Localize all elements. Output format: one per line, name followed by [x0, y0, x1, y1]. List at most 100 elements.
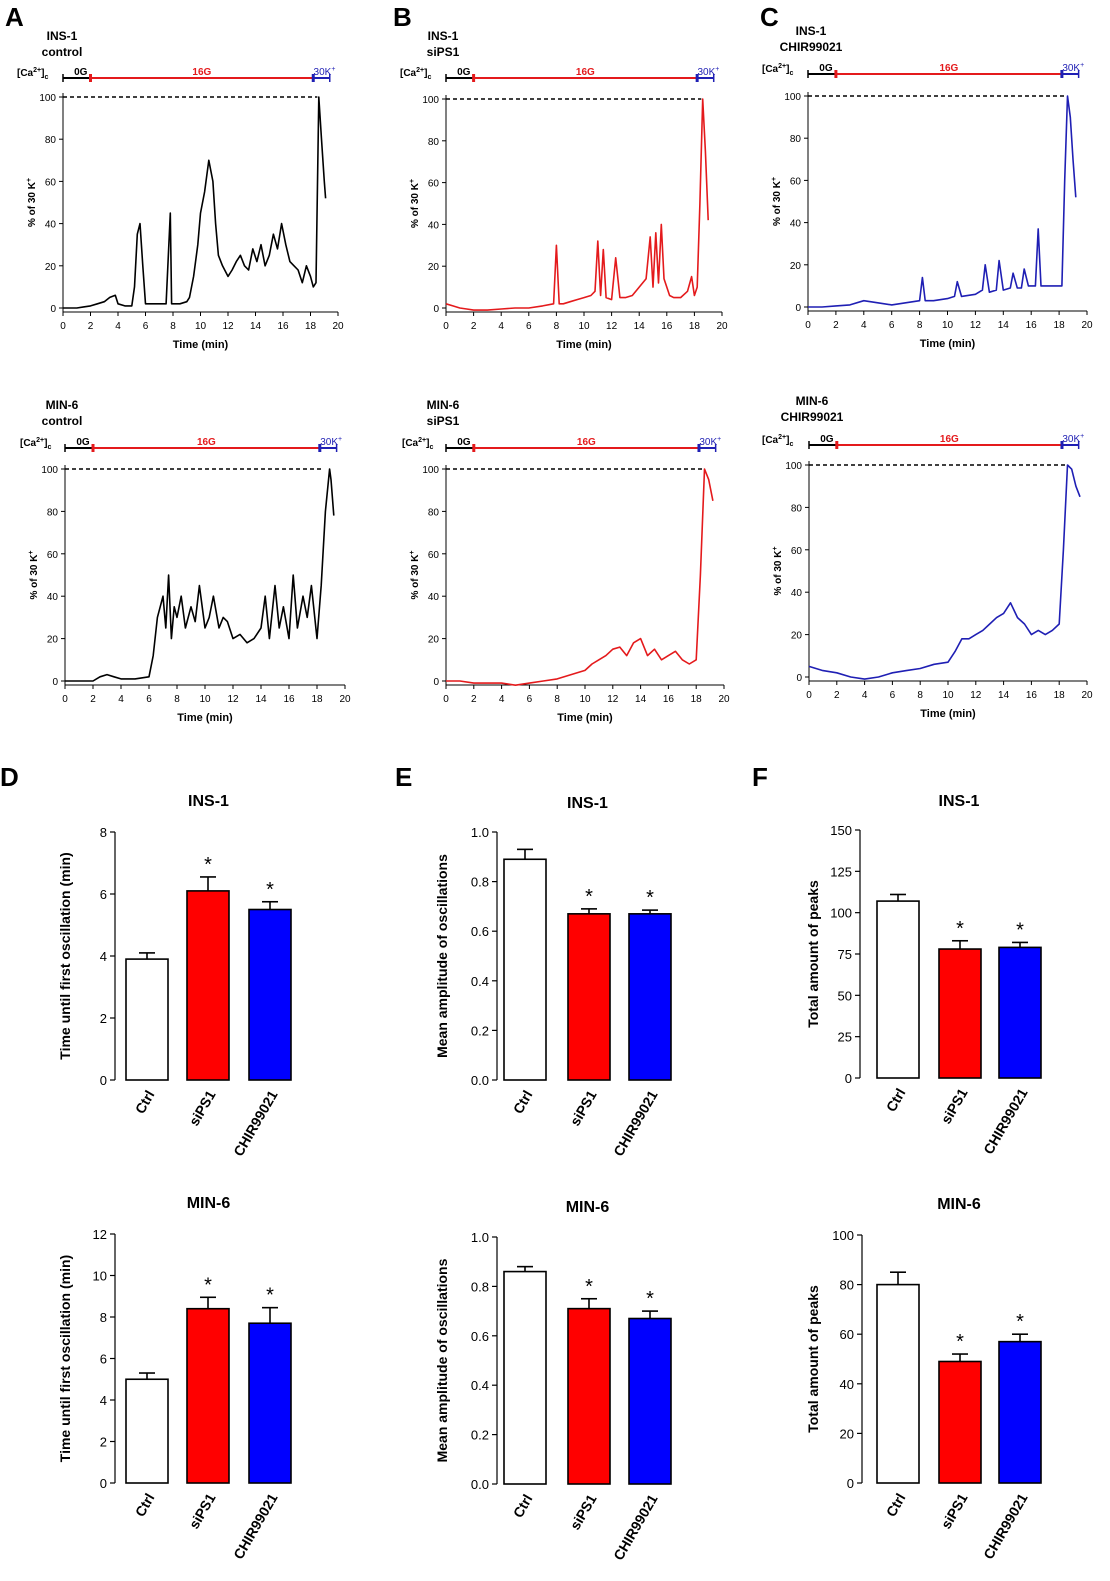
x-tick-label: 14 — [250, 321, 262, 332]
category-label: CHIR99021 — [610, 1087, 661, 1159]
y-tick-label: 4 — [100, 1393, 107, 1408]
x-tick-label: 2 — [833, 320, 839, 331]
y-tick-label: 40 — [428, 592, 440, 603]
bar-sips1 — [186, 1307, 230, 1484]
y-tick-label: 20 — [791, 631, 803, 642]
y-tick-label: 100 — [785, 461, 802, 472]
trace-panel-1: B INS-1 siPS1 [Ca2+]c 0G 16G 30K+ 0 20 40 60 80 100 0… — [393, 2, 728, 351]
y-tick-label: 12 — [93, 1227, 107, 1242]
bar-panel-1: E INS-1 0.0 0.2 0.4 0.6 0.8 1.0 Mean amplitude o… — [395, 762, 672, 1159]
y-tick-label: 0 — [433, 304, 439, 315]
significance-mark: * — [956, 1331, 964, 1353]
ca-label: [Ca2+]c — [400, 67, 431, 81]
bar-chir99021 — [248, 1322, 292, 1484]
y-tick-label: 80 — [47, 507, 59, 518]
x-tick-label: 0 — [62, 694, 68, 705]
y-tick-label: 20 — [428, 262, 440, 273]
y-axis-label: Time until first oscillation (min) — [57, 852, 73, 1059]
significance-mark: * — [646, 887, 654, 909]
trace-line — [63, 96, 327, 309]
y-tick-label: 60 — [428, 179, 440, 190]
y-tick-label: 40 — [428, 220, 440, 231]
x-tick-label: 4 — [861, 320, 867, 331]
trace-title-condition: CHIR99021 — [780, 40, 843, 54]
y-axis-label: % of 30 K+ — [772, 546, 784, 595]
bar-label-16g: 16G — [940, 434, 959, 445]
bar-label-30k: 30K+ — [699, 436, 721, 448]
category-label: Ctrl — [883, 1086, 909, 1115]
y-tick-label: 100 — [422, 95, 439, 106]
category-label: Ctrl — [132, 1088, 158, 1117]
trace-line — [808, 464, 1081, 680]
y-tick-label: 0.2 — [471, 1023, 489, 1038]
x-tick-label: 16 — [283, 694, 295, 705]
bar-sips1 — [186, 890, 230, 1081]
trace-title-condition: siPS1 — [427, 45, 460, 59]
y-tick-label: 0.6 — [471, 924, 489, 939]
bar-title: INS-1 — [939, 793, 980, 810]
x-tick-label: 0 — [443, 694, 449, 705]
x-tick-label: 10 — [942, 320, 954, 331]
category-label: siPS1 — [938, 1490, 971, 1531]
x-tick-label: 18 — [1054, 320, 1066, 331]
category-label: siPS1 — [567, 1087, 600, 1128]
bar-label-30k: 30K+ — [1062, 62, 1084, 74]
y-tick-label: 100 — [39, 93, 56, 104]
bar-label-16g: 16G — [197, 437, 216, 448]
x-tick-label: 12 — [222, 321, 234, 332]
x-tick-label: 10 — [579, 694, 591, 705]
trace-title-condition: siPS1 — [427, 414, 460, 428]
y-axis-label: % of 30 K+ — [26, 178, 38, 227]
x-tick-label: 4 — [499, 694, 505, 705]
y-tick-label: 40 — [45, 220, 57, 231]
significance-mark: * — [204, 1274, 212, 1296]
x-tick-label: 20 — [718, 694, 730, 705]
bar-label-30k: 30K+ — [1062, 433, 1084, 445]
significance-mark: * — [956, 918, 964, 940]
ca-label: [Ca2+]c — [20, 437, 51, 451]
y-axis-label: Total amount of peaks — [805, 880, 821, 1028]
x-tick-label: 10 — [942, 690, 954, 701]
y-tick-label: 0 — [795, 303, 801, 314]
x-axis-label: Time (min) — [556, 339, 612, 351]
y-tick-label: 2 — [100, 1435, 107, 1450]
bar-ctrl — [125, 1378, 169, 1484]
category-label: Ctrl — [510, 1088, 536, 1117]
y-tick-label: 0 — [433, 677, 439, 688]
y-tick-label: 80 — [428, 507, 440, 518]
bar-panel-2: F INS-1 0 25 50 75 100 125 150 Total amount of pe… — [752, 762, 1042, 1157]
y-tick-label: 100 — [784, 92, 801, 103]
y-axis-label: Time until first oscillation (min) — [57, 1255, 73, 1462]
y-tick-label: 80 — [45, 135, 57, 146]
bar-label-16g: 16G — [939, 63, 958, 74]
x-tick-label: 6 — [146, 694, 152, 705]
trace-title-cell: MIN-6 — [46, 398, 79, 412]
bar-chir99021 — [998, 1340, 1042, 1484]
y-tick-label: 100 — [422, 465, 439, 476]
trace-title-cell: INS-1 — [428, 29, 459, 43]
y-tick-label: 20 — [47, 635, 59, 646]
bar-title: MIN-6 — [566, 1199, 610, 1216]
category-label: CHIR99021 — [980, 1085, 1031, 1157]
x-tick-label: 18 — [311, 694, 323, 705]
y-tick-label: 0.6 — [471, 1329, 489, 1344]
trace-title-cell: MIN-6 — [796, 394, 829, 408]
x-tick-label: 6 — [890, 690, 896, 701]
x-tick-label: 6 — [143, 321, 149, 332]
y-tick-label: 6 — [100, 887, 107, 902]
bar-panel-4: MIN-6 0.0 0.2 0.4 0.6 0.8 1.0 Mean amplitude of… — [434, 1199, 672, 1563]
panel-letter: B — [393, 2, 412, 32]
x-tick-label: 16 — [661, 321, 673, 332]
y-tick-label: 0.0 — [471, 1477, 489, 1492]
bar-title: MIN-6 — [937, 1196, 981, 1213]
panel-letter: E — [395, 762, 412, 792]
bar-chir99021 — [998, 946, 1042, 1079]
ca-label: [Ca2+]c — [762, 434, 793, 448]
trace-line — [65, 468, 335, 682]
x-tick-label: 20 — [716, 321, 728, 332]
x-tick-label: 20 — [1081, 320, 1093, 331]
significance-mark: * — [266, 879, 274, 901]
x-tick-label: 12 — [607, 694, 619, 705]
y-tick-label: 0.8 — [471, 1279, 489, 1294]
bar-label-30k: 30K+ — [320, 436, 342, 448]
